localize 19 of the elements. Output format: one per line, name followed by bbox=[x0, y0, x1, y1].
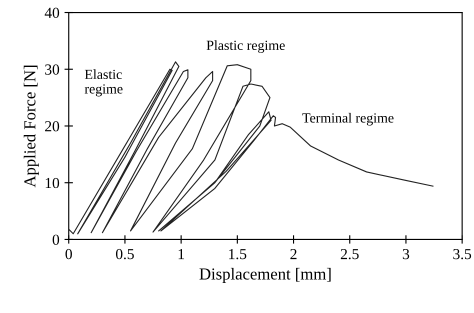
y-tick-label: 10 bbox=[46, 178, 60, 188]
x-tick-label: 3.5 bbox=[453, 248, 472, 260]
annotation: Terminal regime bbox=[302, 112, 394, 126]
x-tick-label: 2.5 bbox=[340, 248, 359, 260]
x-tick-label: 3 bbox=[402, 248, 410, 260]
y-tick-label: 30 bbox=[45, 64, 60, 75]
x-axis-title: Displacement [mm] bbox=[200, 268, 331, 283]
y-axis-title: Applied Force [N] bbox=[24, 66, 39, 188]
y-tick-label: 0 bbox=[52, 234, 60, 245]
annotation: Elastic regime bbox=[84, 69, 123, 96]
y-tick-label: 40 bbox=[44, 8, 60, 18]
x-tick-label: 0.5 bbox=[116, 248, 134, 260]
x-tick-label: 1 bbox=[178, 248, 184, 260]
y-tick-label: 20 bbox=[45, 121, 60, 132]
line-series bbox=[68, 61, 434, 234]
x-tick-label: 2 bbox=[290, 248, 297, 260]
x-tick-label: 0 bbox=[65, 248, 72, 260]
x-tick-label: 1.5 bbox=[229, 248, 246, 260]
annotation: Plastic regime bbox=[206, 40, 285, 53]
